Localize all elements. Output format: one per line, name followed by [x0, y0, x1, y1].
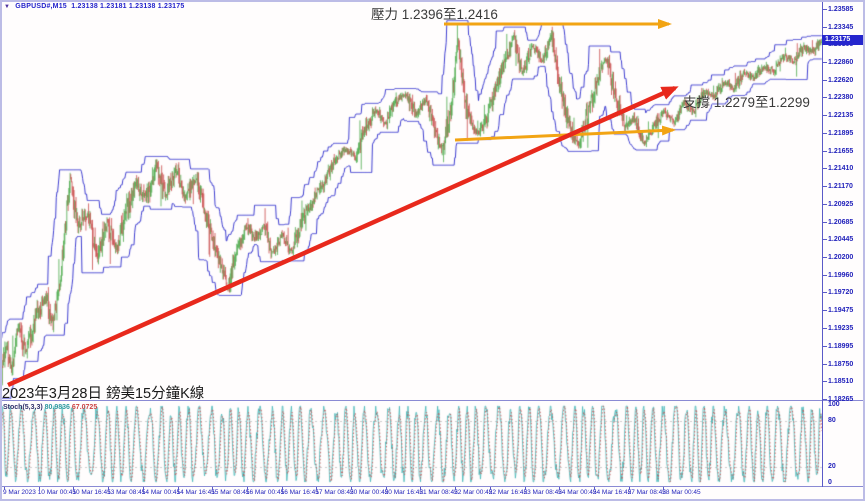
time-axis-tick [351, 487, 352, 490]
time-axis-label: 28 Mar 00:45 [662, 489, 701, 496]
time-axis-label: 14 Mar 16:45 [176, 489, 215, 496]
price-axis-border [822, 0, 823, 487]
time-axis-tick [559, 487, 561, 490]
price-axis-label: 1.19475 [823, 307, 853, 315]
indicator-name: Stoch(5,3,3) [3, 404, 43, 411]
time-axis-tick [455, 487, 457, 490]
time-axis-label: 27 Mar 08:45 [627, 489, 666, 496]
chart-symbol-timeframe: GBPUSD#,M15 [15, 3, 67, 10]
price-axis-label: 1.20445 [823, 236, 853, 244]
price-axis-label: 1.19720 [823, 289, 853, 297]
current-price-tag: 1.23175 [822, 35, 865, 46]
time-axis-tick [385, 487, 387, 490]
time-axis-tick [246, 487, 248, 490]
time-axis-label: 16 Mar 16:45 [280, 489, 319, 496]
price-axis-label: 1.22380 [823, 94, 853, 102]
time-axis-label: 10 Mar 00:45 [37, 489, 76, 496]
price-axis-label: 1.20200 [823, 254, 853, 262]
price-axis-label: 1.23345 [823, 24, 853, 32]
indicator-label: Stoch(5,3,3) 80.9836 67.0725 [3, 404, 97, 411]
time-axis-tick [142, 487, 144, 490]
time-axis-tick [212, 487, 214, 490]
time-axis-tick [316, 487, 318, 490]
price-axis-label: 1.21895 [823, 130, 853, 138]
time-axis-tick [108, 487, 110, 490]
chart-title: ▼ GBPUSD#,M15 1.23138 1.23181 1.23138 1.… [4, 3, 184, 10]
time-axis-label: 22 Mar 16:45 [488, 489, 528, 496]
price-axis-label: 1.21410 [823, 165, 853, 173]
time-axis-tick [4, 487, 5, 490]
time-axis-label: 22 Mar 00:45 [454, 489, 493, 496]
price-axis-label: 1.18750 [823, 361, 853, 369]
indicator-d-value: 67.0725 [71, 404, 98, 411]
time-axis-label: 24 Mar 00:45 [558, 489, 597, 496]
time-axis-label: 17 Mar 08:45 [315, 489, 354, 496]
time-axis-label: 20 Mar 16:45 [384, 489, 423, 496]
price-axis-label: 1.22860 [823, 59, 853, 67]
time-axis-label: 10 Mar 16:45 [72, 489, 111, 496]
price-chart-canvas[interactable] [0, 0, 822, 401]
time-axis-tick [420, 487, 422, 490]
time-axis-tick [177, 487, 179, 490]
price-axis-label: 1.22620 [823, 77, 853, 85]
price-axis-label: 1.19960 [823, 272, 853, 280]
price-axis-label: 1.18995 [823, 343, 853, 351]
price-axis-label: 1.20685 [823, 219, 853, 227]
price-axis-label: 1.18510 [823, 378, 853, 386]
resistance-annotation[interactable]: 壓力 1.2396至1.2416 [371, 7, 498, 22]
time-axis-tick [663, 487, 665, 490]
panel-separator[interactable] [0, 486, 865, 487]
price-axis-label: 1.19235 [823, 325, 853, 333]
chart-ohlc-quotes: 1.23138 1.23181 1.23138 1.23175 [71, 3, 185, 10]
time-axis-label: 24 Mar 16:45 [592, 489, 632, 496]
time-axis-label: 16 Mar 00:45 [245, 489, 285, 496]
time-axis-label: 20 Mar 00:45 [350, 489, 389, 496]
support-annotation[interactable]: 支撐 1.2279至1.2299 [683, 95, 810, 110]
time-axis-label: 23 Mar 08:45 [523, 489, 562, 496]
time-axis-tick [524, 487, 526, 490]
time-axis-tick [628, 487, 630, 490]
time-axis-tick [73, 487, 75, 490]
time-axis-tick [489, 487, 491, 490]
price-axis-label: 1.21170 [823, 183, 853, 191]
price-axis-label: 1.20925 [823, 201, 853, 209]
panel-separator[interactable] [0, 400, 865, 401]
time-axis-label: 21 Mar 08:45 [419, 489, 458, 496]
time-axis-label: 15 Mar 08:45 [211, 489, 250, 496]
price-axis-label: 1.21655 [823, 148, 853, 156]
time-axis-label: 14 Mar 00:45 [141, 489, 181, 496]
time-axis-label: 13 Mar 08:45 [107, 489, 146, 496]
time-axis-tick [38, 487, 40, 490]
stoch-axis-label: 20 [828, 463, 836, 471]
indicator-k-value: 80.9836 [44, 404, 70, 411]
time-axis-tick [281, 487, 283, 490]
date-caption[interactable]: 2023年3月28日 鎊美15分鐘K線 [2, 386, 205, 402]
stoch-axis-label: 80 [828, 416, 836, 424]
time-axis-tick [593, 487, 595, 490]
stochastic-canvas[interactable] [0, 402, 822, 486]
price-axis-label: 1.18265 [823, 396, 853, 404]
chart-menu-triangle-icon[interactable]: ▼ [4, 4, 11, 10]
price-axis-label: 1.22135 [823, 112, 853, 120]
stoch-axis-label: 100 [828, 401, 840, 408]
price-axis-label: 1.23585 [823, 6, 853, 14]
time-axis-label: 9 Mar 2023 [3, 489, 36, 496]
stoch-axis-label: 0 [828, 479, 832, 486]
